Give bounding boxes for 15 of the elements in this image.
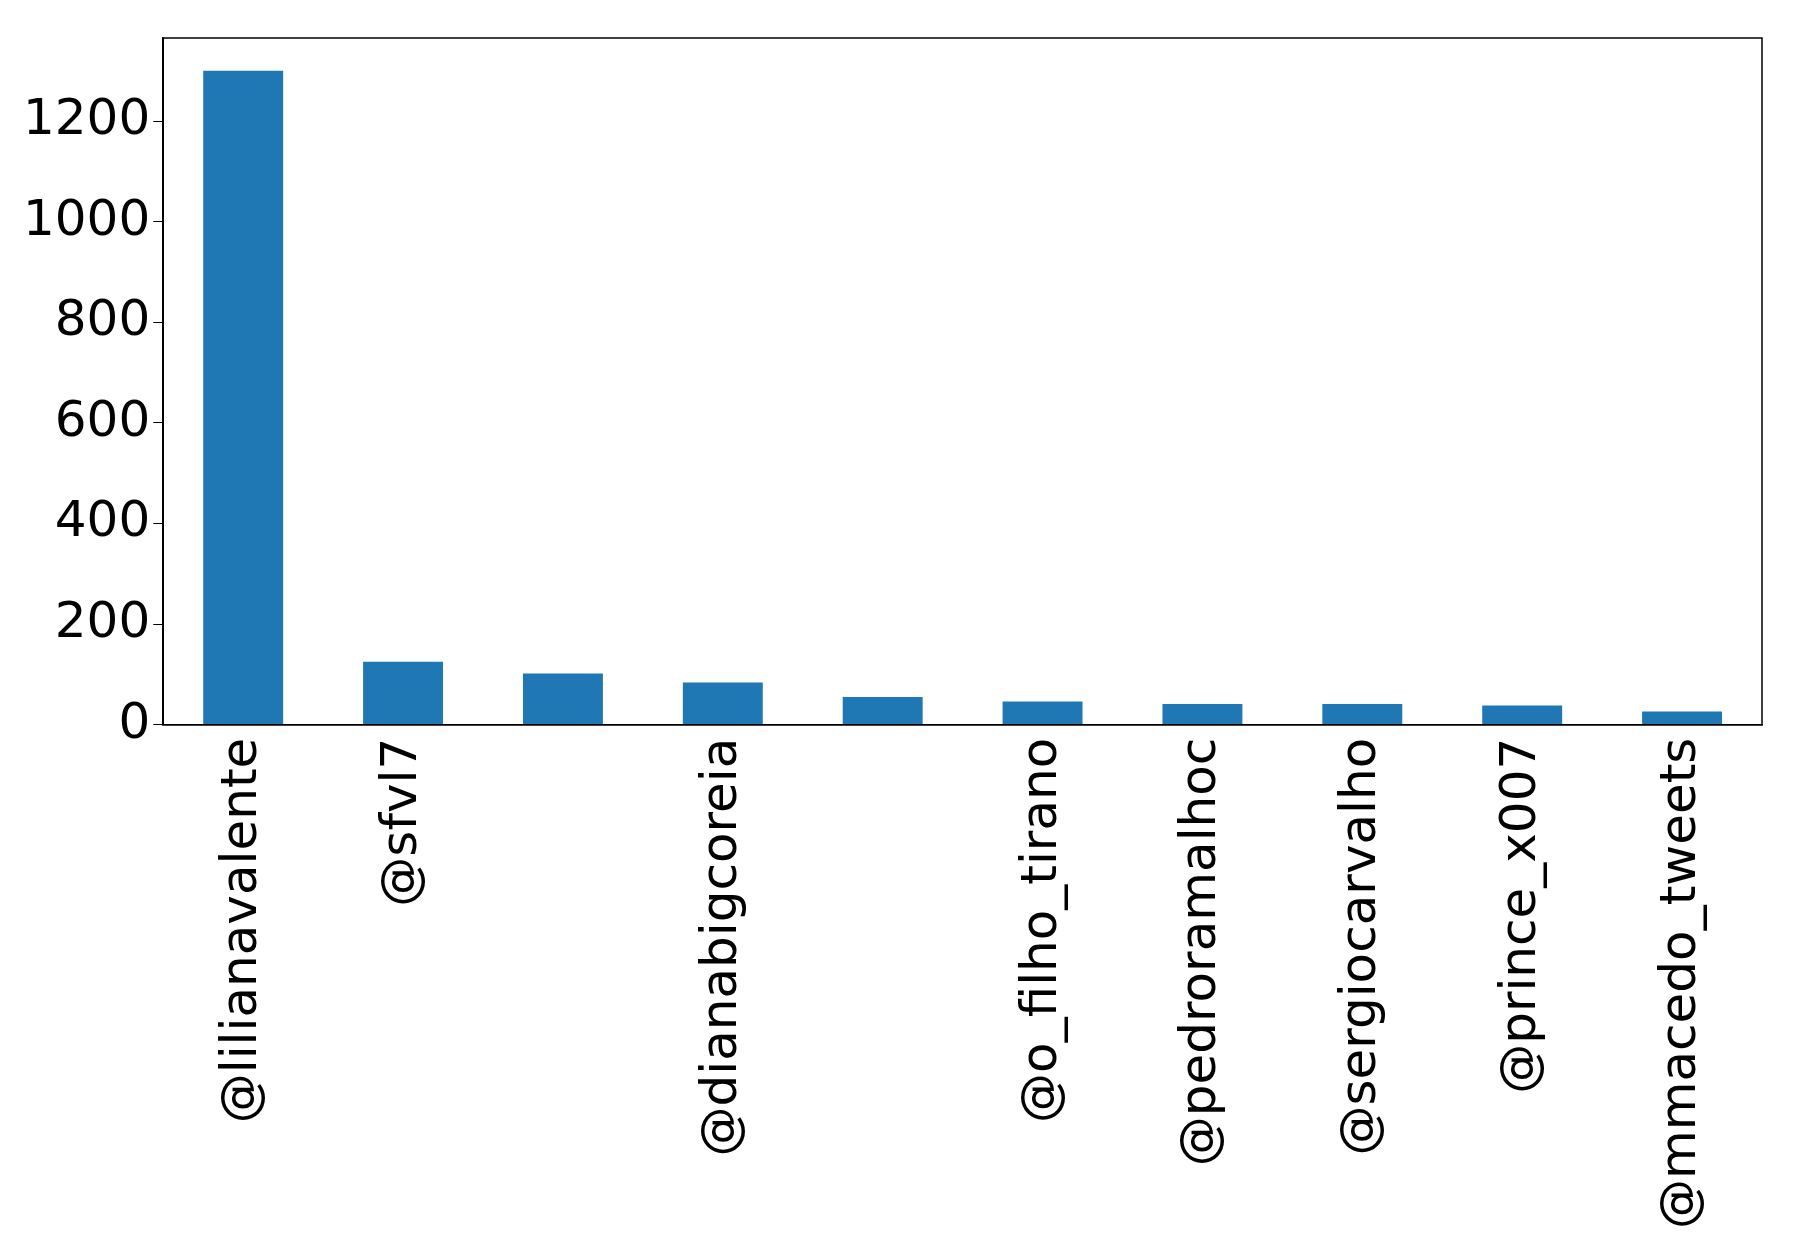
- x-tick-label: @lilianavalente: [210, 737, 269, 1124]
- x-tick-label: @sergiocarvalho: [1329, 737, 1388, 1156]
- x-tick-label: @sfvl7: [370, 737, 429, 907]
- x-tick-label: @pedroramalhoc: [1169, 737, 1228, 1167]
- x-tick-label: @o_filho_tirano: [1009, 737, 1068, 1123]
- y-tick-label: 200: [54, 591, 151, 650]
- y-tick-label: 400: [54, 490, 151, 549]
- x-tick-label: @dianabigcoreia: [689, 737, 748, 1157]
- y-tick-label: 600: [54, 389, 151, 448]
- x-tick-label: @prince_x007: [1489, 737, 1548, 1094]
- y-tick-label: 1200: [23, 87, 151, 146]
- x-tick-label: @mmacedo_tweets: [1649, 737, 1708, 1229]
- y-tick-label: 800: [54, 289, 151, 348]
- y-tick-label: 1000: [23, 188, 151, 247]
- y-tick-label: 0: [118, 691, 151, 750]
